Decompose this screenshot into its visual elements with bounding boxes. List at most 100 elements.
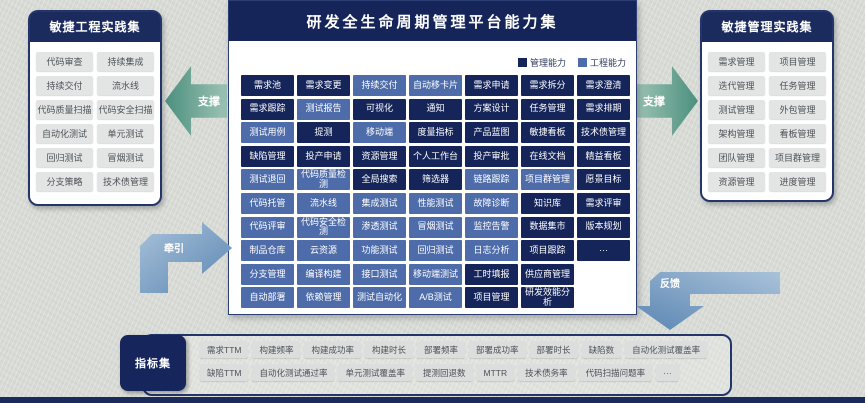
capability-chip[interactable]: 方案设计: [465, 98, 518, 120]
capability-chip[interactable]: 需求评审: [577, 192, 630, 214]
capability-chip[interactable]: 代码托管: [241, 192, 294, 214]
capability-chip[interactable]: 在线文档: [521, 145, 574, 167]
capability-chip[interactable]: 资源管理: [353, 145, 406, 167]
capability-chip[interactable]: 敏捷看板: [521, 122, 574, 144]
capability-chip[interactable]: 工时填报: [465, 263, 518, 285]
capability-chip[interactable]: 分支管理: [241, 263, 294, 285]
capability-chip[interactable]: 集成测试: [353, 192, 406, 214]
capability-chip[interactable]: 研发效能分析: [521, 287, 574, 309]
capability-chip[interactable]: 全局搜索: [353, 169, 406, 191]
capability-chip[interactable]: 需求申请: [465, 75, 518, 96]
metric-chip[interactable]: 提测回退数: [416, 364, 473, 381]
capability-chip[interactable]: 个人工作台: [409, 145, 462, 167]
metric-chip[interactable]: ···: [656, 364, 679, 381]
capability-chip[interactable]: 度量指标: [409, 122, 462, 144]
capability-chip[interactable]: ···: [577, 240, 630, 262]
practice-chip[interactable]: 代码审查: [36, 52, 93, 71]
capability-chip[interactable]: 云资源: [297, 240, 350, 262]
practice-chip[interactable]: 持续交付: [36, 76, 93, 95]
metric-chip[interactable]: MTTR: [476, 364, 515, 381]
capability-chip[interactable]: 项目跟踪: [521, 240, 574, 262]
capability-chip[interactable]: 愿景目标: [577, 169, 630, 191]
practice-chip[interactable]: 冒烟测试: [97, 148, 154, 167]
capability-chip[interactable]: 编译构建: [297, 263, 350, 285]
capability-chip[interactable]: 项目群管理: [521, 169, 574, 191]
metric-chip[interactable]: 代码扫描问题率: [578, 364, 653, 381]
practice-chip[interactable]: 测试管理: [708, 100, 765, 119]
capability-chip[interactable]: 需求跟踪: [241, 98, 294, 120]
metric-chip[interactable]: 构建频率: [252, 341, 301, 358]
practice-chip[interactable]: 项目群管理: [769, 148, 826, 167]
capability-chip[interactable]: 缺陷管理: [241, 145, 294, 167]
practice-chip[interactable]: 资源管理: [708, 172, 765, 191]
practice-chip[interactable]: 进度管理: [769, 172, 826, 191]
capability-chip[interactable]: 项目管理: [465, 287, 518, 309]
practice-chip[interactable]: 技术债管理: [97, 172, 154, 191]
capability-chip[interactable]: 精益看板: [577, 145, 630, 167]
capability-chip[interactable]: 流水线: [297, 192, 350, 214]
capability-chip[interactable]: 供应商管理: [521, 263, 574, 285]
capability-chip[interactable]: 提测: [297, 122, 350, 144]
metric-chip[interactable]: 部署频率: [417, 341, 466, 358]
practice-chip[interactable]: 需求管理: [708, 52, 765, 71]
capability-chip[interactable]: 代码评审: [241, 216, 294, 238]
capability-chip[interactable]: 需求排期: [577, 98, 630, 120]
practice-chip[interactable]: 迭代管理: [708, 76, 765, 95]
capability-chip[interactable]: 需求拆分: [521, 75, 574, 96]
practice-chip[interactable]: 任务管理: [769, 76, 826, 95]
capability-chip[interactable]: 持续交付: [353, 75, 406, 96]
capability-chip[interactable]: 监控告警: [465, 216, 518, 238]
capability-chip[interactable]: 测试用例: [241, 122, 294, 144]
capability-chip[interactable]: 制品仓库: [241, 240, 294, 262]
metric-chip[interactable]: 构建成功率: [304, 341, 361, 358]
capability-chip[interactable]: 功能测试: [353, 240, 406, 262]
capability-chip[interactable]: 筛选器: [409, 169, 462, 191]
capability-chip[interactable]: 可视化: [353, 98, 406, 120]
practice-chip[interactable]: 代码安全扫描: [97, 100, 154, 119]
capability-chip[interactable]: 投产审批: [465, 145, 518, 167]
capability-chip[interactable]: 移动端测试: [409, 263, 462, 285]
capability-chip[interactable]: 渗透测试: [353, 216, 406, 238]
capability-chip[interactable]: 依赖管理: [297, 287, 350, 309]
capability-chip[interactable]: 日志分析: [465, 240, 518, 262]
practice-chip[interactable]: 项目管理: [769, 52, 826, 71]
capability-chip[interactable]: 版本规划: [577, 216, 630, 238]
capability-chip[interactable]: 需求澄清: [577, 75, 630, 96]
capability-chip[interactable]: A/B测试: [409, 287, 462, 309]
capability-chip[interactable]: 故障诊断: [465, 192, 518, 214]
practice-chip[interactable]: 回归测试: [36, 148, 93, 167]
capability-chip[interactable]: 性能测试: [409, 192, 462, 214]
practice-chip[interactable]: 单元测试: [97, 124, 154, 143]
metric-chip[interactable]: 缺陷数: [581, 341, 622, 358]
capability-chip[interactable]: 数据集市: [521, 216, 574, 238]
capability-chip[interactable]: 测试退回: [241, 169, 294, 191]
practice-chip[interactable]: 代码质量扫描: [36, 100, 93, 119]
practice-chip[interactable]: 持续集成: [97, 52, 154, 71]
capability-chip[interactable]: 链路跟踪: [465, 169, 518, 191]
metric-chip[interactable]: 单元测试覆盖率: [338, 364, 412, 381]
metric-chip[interactable]: 部署成功率: [469, 341, 526, 358]
capability-chip[interactable]: 任务管理: [521, 98, 574, 120]
practice-chip[interactable]: 看板管理: [769, 124, 826, 143]
capability-chip[interactable]: 接口测试: [353, 263, 406, 285]
capability-chip[interactable]: 产品蓝图: [465, 122, 518, 144]
metric-chip[interactable]: 需求TTM: [200, 341, 249, 358]
practice-chip[interactable]: 流水线: [97, 76, 154, 95]
practice-chip[interactable]: 架构管理: [708, 124, 765, 143]
capability-chip[interactable]: 需求池: [241, 75, 294, 96]
capability-chip[interactable]: 移动端: [353, 122, 406, 144]
capability-chip[interactable]: 投产申请: [297, 145, 350, 167]
capability-chip[interactable]: 通知: [409, 98, 462, 120]
capability-chip[interactable]: 测试报告: [297, 98, 350, 120]
metric-chip[interactable]: 部署时长: [529, 341, 578, 358]
practice-chip[interactable]: 外包管理: [769, 100, 826, 119]
capability-chip[interactable]: 自动部署: [241, 287, 294, 309]
practice-chip[interactable]: 自动化测试: [36, 124, 93, 143]
capability-chip[interactable]: 知识库: [521, 192, 574, 214]
metric-chip[interactable]: 缺陷TTM: [200, 364, 249, 381]
capability-chip[interactable]: 技术债管理: [577, 122, 630, 144]
capability-chip[interactable]: 冒烟测试: [409, 216, 462, 238]
metric-chip[interactable]: 自动化测试覆盖率: [625, 341, 708, 358]
practice-chip[interactable]: 团队管理: [708, 148, 765, 167]
capability-chip[interactable]: 代码质量检测: [297, 169, 350, 191]
